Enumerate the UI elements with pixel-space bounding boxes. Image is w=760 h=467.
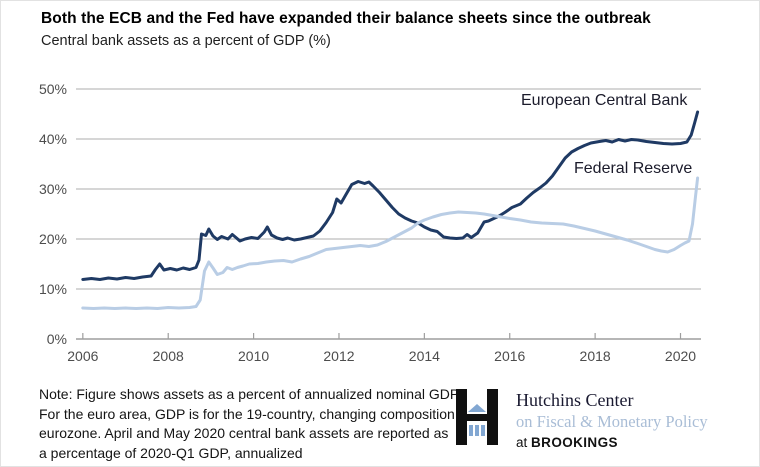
y-tick-label: 40% [38, 131, 67, 147]
footnote-line: a percentage of 2020-Q1 GDP, annualized [39, 444, 303, 461]
footnote-line: For the euro area, GDP is for the 19-cou… [39, 405, 455, 422]
footnote-line: eurozone. April and May 2020 central ban… [39, 425, 449, 441]
fed-line [81, 176, 700, 310]
y-tick-label: 50% [38, 81, 67, 97]
ecb-line [81, 110, 700, 281]
hutchins-h-building-icon [456, 389, 498, 445]
logo-at: at [516, 435, 532, 450]
hutchins-brookings-logo: Hutchins Center on Fiscal & Monetary Pol… [456, 389, 708, 450]
x-tick-label: 2016 [494, 348, 526, 364]
y-tick-label: 0% [46, 331, 67, 347]
y-tick-label: 10% [38, 281, 67, 297]
logo-org-name: Hutchins Center [516, 390, 634, 410]
logo-tagline: on Fiscal & Monetary Policy [516, 412, 708, 431]
plot-area [76, 88, 701, 340]
x-tick-label: 2010 [238, 348, 270, 364]
h-left-bar [456, 389, 467, 445]
x-tick-label: 2014 [408, 348, 440, 364]
series-label-fed: Federal Reserve [574, 160, 693, 177]
x-tick-label: 2012 [323, 348, 355, 364]
footnote-line: Note: Figure shows assets as a percent o… [39, 386, 462, 402]
series-label-ecb: European Central Bank [521, 92, 688, 109]
column-icon [475, 425, 479, 436]
logo-brookings: BROOKINGS [531, 435, 618, 450]
chart-subtitle: Central bank assets as a percent of GDP … [41, 33, 331, 49]
footnote: Note: Figure shows assets as a percent o… [39, 385, 479, 463]
chart-title: Both the ECB and the Fed have expanded t… [41, 10, 651, 27]
logo-text: Hutchins Center on Fiscal & Monetary Pol… [516, 389, 708, 450]
h-crossbar [467, 414, 487, 421]
x-tick-label: 2020 [664, 348, 697, 364]
x-tick-label: 2006 [67, 348, 99, 364]
y-tick-label: 30% [38, 181, 67, 197]
logo-affiliation: at BROOKINGS [516, 435, 708, 450]
y-tick-label: 20% [38, 231, 67, 247]
column-icon [481, 425, 485, 436]
x-tick-label: 2008 [152, 348, 184, 364]
column-icon [469, 425, 473, 436]
h-right-bar [487, 389, 498, 445]
pediment-triangle-icon [468, 404, 486, 412]
x-tick-label: 2018 [579, 348, 611, 364]
